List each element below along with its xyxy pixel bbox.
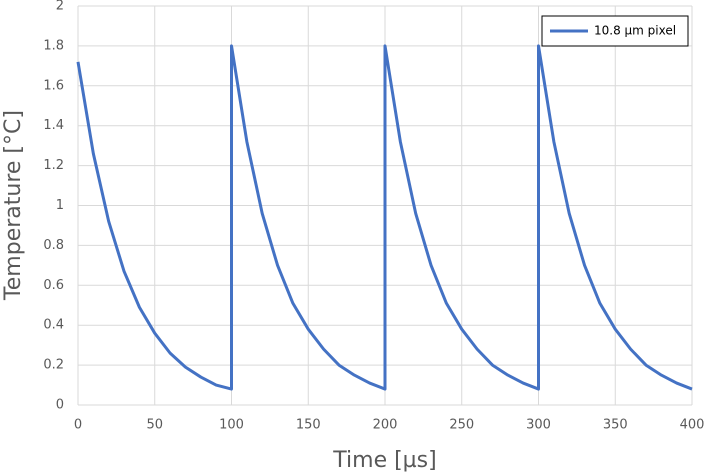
- x-tick-label: 150: [296, 418, 321, 433]
- x-tick-label: 400: [680, 418, 705, 433]
- y-axis-title: Temperature [°C]: [1, 110, 26, 301]
- y-tick-label: 0.6: [43, 278, 64, 293]
- y-tick-label: 1.8: [43, 38, 64, 53]
- y-tick-label: 1.4: [43, 118, 64, 133]
- x-tick-label: 200: [373, 418, 398, 433]
- y-tick-label: 0: [56, 398, 64, 413]
- y-tick-label: 0.8: [43, 238, 64, 253]
- y-tick-label: 1: [56, 198, 64, 213]
- x-tick-label: 250: [449, 418, 474, 433]
- x-tick-label: 300: [526, 418, 551, 433]
- y-tick-label: 2: [56, 0, 64, 14]
- x-tick-label: 100: [219, 418, 244, 433]
- y-tick-label: 0.4: [43, 318, 64, 333]
- y-tick-label: 1.2: [43, 158, 64, 173]
- y-tick-label: 0.2: [43, 358, 64, 373]
- x-tick-label: 50: [146, 418, 163, 433]
- x-tick-label: 350: [603, 418, 628, 433]
- data-line: [76, 44, 693, 391]
- x-tick-label: 0: [74, 418, 82, 433]
- y-tick-label: 1.6: [43, 78, 64, 93]
- legend-label: 10.8 µm pixel: [594, 24, 676, 38]
- x-axis-title: Time [µs]: [332, 448, 436, 473]
